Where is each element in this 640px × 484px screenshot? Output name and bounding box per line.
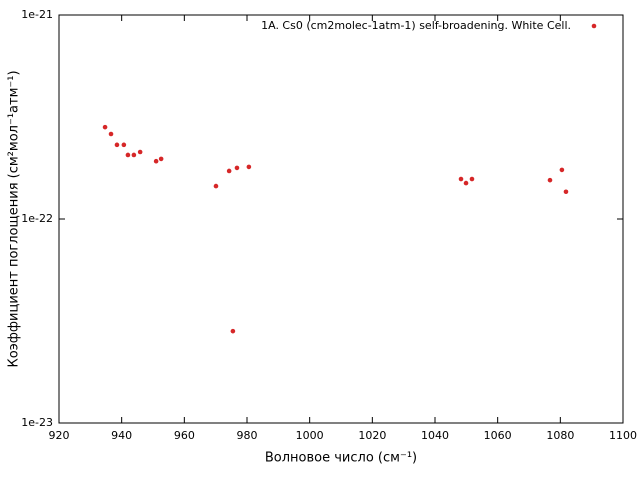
data-point bbox=[230, 328, 236, 334]
data-point bbox=[102, 124, 108, 130]
legend-marker bbox=[591, 23, 597, 29]
data-point bbox=[458, 176, 464, 182]
data-point bbox=[108, 131, 114, 137]
data-point bbox=[469, 176, 475, 182]
x-tick-label: 1060 bbox=[484, 429, 512, 442]
data-point bbox=[137, 149, 143, 155]
data-point bbox=[213, 183, 219, 189]
legend-label: 1A. Cs0 (cm2molec-1atm-1) self-broadenin… bbox=[261, 19, 571, 32]
data-point bbox=[226, 168, 232, 174]
data-point bbox=[125, 152, 131, 158]
data-point bbox=[246, 164, 252, 170]
y-tick-label: 1e-21 bbox=[21, 8, 53, 21]
data-point bbox=[153, 158, 159, 164]
y-tick-label: 1e-23 bbox=[21, 416, 53, 429]
x-tick-label: 980 bbox=[237, 429, 258, 442]
data-point bbox=[559, 167, 565, 173]
data-point bbox=[114, 142, 120, 148]
x-tick-label: 960 bbox=[174, 429, 195, 442]
x-tick-label: 1000 bbox=[296, 429, 324, 442]
x-tick-label: 1100 bbox=[609, 429, 637, 442]
x-axis-label: Волновое число (см⁻¹) bbox=[265, 451, 417, 466]
x-tick-label: 920 bbox=[49, 429, 70, 442]
data-point bbox=[121, 142, 127, 148]
data-point bbox=[463, 180, 469, 186]
y-tick-label: 1e-22 bbox=[21, 212, 53, 225]
data-point bbox=[131, 152, 137, 158]
x-tick-label: 1020 bbox=[358, 429, 386, 442]
x-tick-label: 1040 bbox=[421, 429, 449, 442]
data-point bbox=[234, 165, 240, 171]
data-point bbox=[563, 189, 569, 195]
x-tick-label: 1080 bbox=[546, 429, 574, 442]
data-point bbox=[158, 156, 164, 162]
y-axis-label: Коэффициент поглощения (см²мол⁻¹атм⁻¹) bbox=[7, 70, 22, 367]
data-point bbox=[547, 177, 553, 183]
plot-frame bbox=[58, 14, 624, 424]
x-tick-label: 940 bbox=[111, 429, 132, 442]
